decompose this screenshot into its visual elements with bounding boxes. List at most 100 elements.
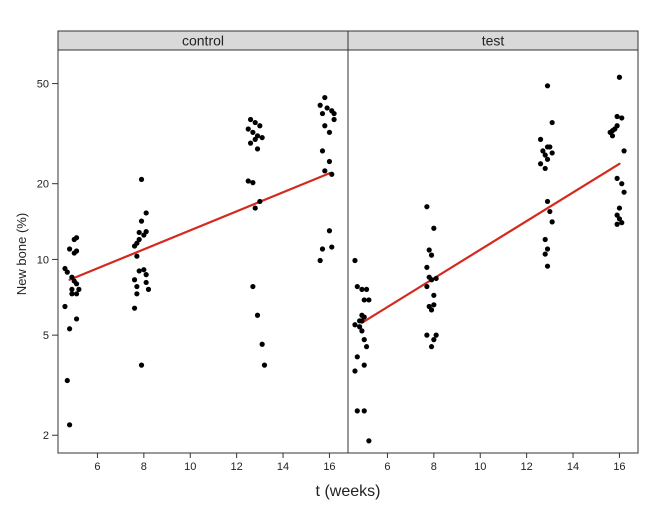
panel-test [352, 74, 627, 444]
data-point [359, 286, 365, 293]
data-point [431, 302, 437, 308]
data-point [426, 247, 432, 253]
data-point [354, 408, 360, 414]
data-point [616, 74, 623, 80]
data-point [247, 116, 254, 123]
x-tick-label: 8 [431, 461, 437, 473]
data-point [322, 94, 328, 101]
data-point [609, 128, 616, 134]
data-point [250, 129, 256, 135]
y-tick-label: 5 [43, 330, 49, 342]
data-point [76, 286, 82, 293]
data-point [359, 318, 365, 324]
data-point [326, 228, 333, 234]
data-point [259, 341, 265, 347]
data-point [250, 180, 256, 186]
x-tick-label: 8 [141, 461, 147, 473]
data-point [252, 136, 258, 142]
data-point [331, 116, 337, 123]
data-point [619, 181, 625, 187]
data-point [619, 220, 625, 226]
panel-control [62, 94, 337, 428]
data-point [614, 175, 620, 181]
data-point [363, 286, 370, 293]
data-point [141, 267, 147, 273]
data-point [73, 235, 80, 241]
data-point [361, 362, 367, 368]
data-point [433, 275, 439, 282]
x-tick-label: 14 [277, 461, 289, 473]
data-point [136, 229, 142, 236]
data-point [252, 119, 258, 126]
data-point [322, 168, 328, 174]
data-point [250, 283, 256, 290]
data-point [143, 279, 149, 286]
data-point [257, 123, 263, 129]
data-point [331, 110, 337, 117]
data-point [431, 292, 437, 298]
data-point [352, 322, 358, 328]
data-point [428, 277, 435, 283]
data-point [136, 268, 142, 274]
data-point [73, 291, 80, 297]
data-point [257, 198, 263, 205]
data-point [319, 110, 326, 117]
data-point [361, 314, 367, 320]
x-tick-label: 10 [184, 461, 196, 473]
panels-layer [62, 74, 627, 444]
data-point [245, 178, 251, 184]
y-tick-label: 50 [37, 79, 49, 91]
data-point [621, 148, 627, 154]
data-point [366, 297, 372, 303]
data-point [614, 123, 620, 129]
data-point [544, 83, 551, 89]
data-point [542, 236, 548, 243]
data-point [424, 283, 430, 290]
data-point [326, 129, 333, 135]
data-point [542, 165, 548, 172]
data-point [542, 152, 548, 158]
data-point [143, 210, 149, 216]
data-point [131, 305, 138, 311]
data-point [322, 123, 328, 129]
data-point [319, 148, 326, 154]
data-point [361, 337, 367, 343]
x-tick-label: 14 [567, 461, 579, 473]
data-point [357, 324, 363, 330]
fit-line [360, 162, 621, 324]
data-point [134, 291, 140, 297]
y-tick-label: 2 [43, 430, 49, 442]
data-point [317, 257, 323, 264]
data-point [621, 189, 627, 195]
data-point [247, 140, 254, 146]
data-point [614, 212, 620, 218]
data-point [424, 204, 430, 210]
data-point [134, 240, 140, 246]
data-point [319, 246, 326, 252]
data-point [544, 156, 551, 162]
x-axis-title: t (weeks) [316, 483, 381, 500]
data-point [542, 251, 548, 257]
data-point [64, 269, 70, 275]
data-point [537, 136, 544, 142]
data-point [138, 176, 145, 183]
data-point [64, 377, 70, 384]
data-point [261, 362, 268, 368]
y-axis-title: New bone (%) [14, 213, 29, 295]
data-point [254, 146, 261, 152]
y-tick-label: 20 [37, 179, 49, 191]
data-point [363, 344, 370, 350]
data-point [619, 115, 625, 121]
data-point [317, 102, 323, 108]
data-point [354, 283, 360, 290]
data-point [424, 332, 430, 338]
data-point [143, 272, 149, 278]
data-point [366, 438, 372, 444]
data-point [428, 252, 435, 258]
x-tick-label: 6 [94, 461, 100, 473]
data-point [544, 263, 551, 269]
panel-border [347, 49, 639, 454]
data-point [424, 264, 430, 270]
data-point [428, 344, 435, 350]
